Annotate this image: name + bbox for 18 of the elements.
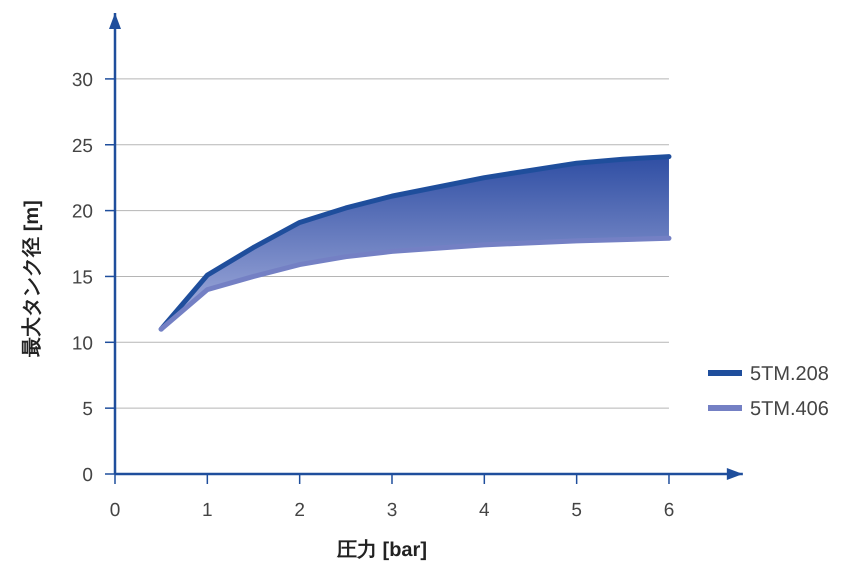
x-tick-label: 1 bbox=[202, 500, 213, 521]
x-tick-label: 2 bbox=[294, 500, 305, 521]
x-tick-label: 5 bbox=[571, 500, 582, 521]
y-tick-label: 10 bbox=[72, 333, 93, 354]
y-tick-label: 0 bbox=[82, 465, 93, 486]
x-tick-label: 6 bbox=[664, 500, 674, 521]
y-tick-label: 25 bbox=[72, 136, 93, 157]
y-tick-label: 20 bbox=[72, 202, 93, 223]
y-axis-title: 最大タンク径 [m] bbox=[21, 200, 43, 358]
y-tick-label: 30 bbox=[72, 70, 93, 91]
legend-label: 5TM.406 bbox=[750, 398, 829, 420]
x-axis-title: 圧力 [bar] bbox=[336, 539, 427, 561]
x-tick-label: 4 bbox=[479, 500, 490, 521]
y-tick-label: 15 bbox=[72, 267, 93, 288]
legend-label: 5TM.208 bbox=[750, 363, 829, 385]
y-tick-label: 5 bbox=[82, 399, 93, 420]
x-tick-label: 3 bbox=[386, 500, 398, 521]
x-tick-label: 0 bbox=[110, 500, 120, 521]
